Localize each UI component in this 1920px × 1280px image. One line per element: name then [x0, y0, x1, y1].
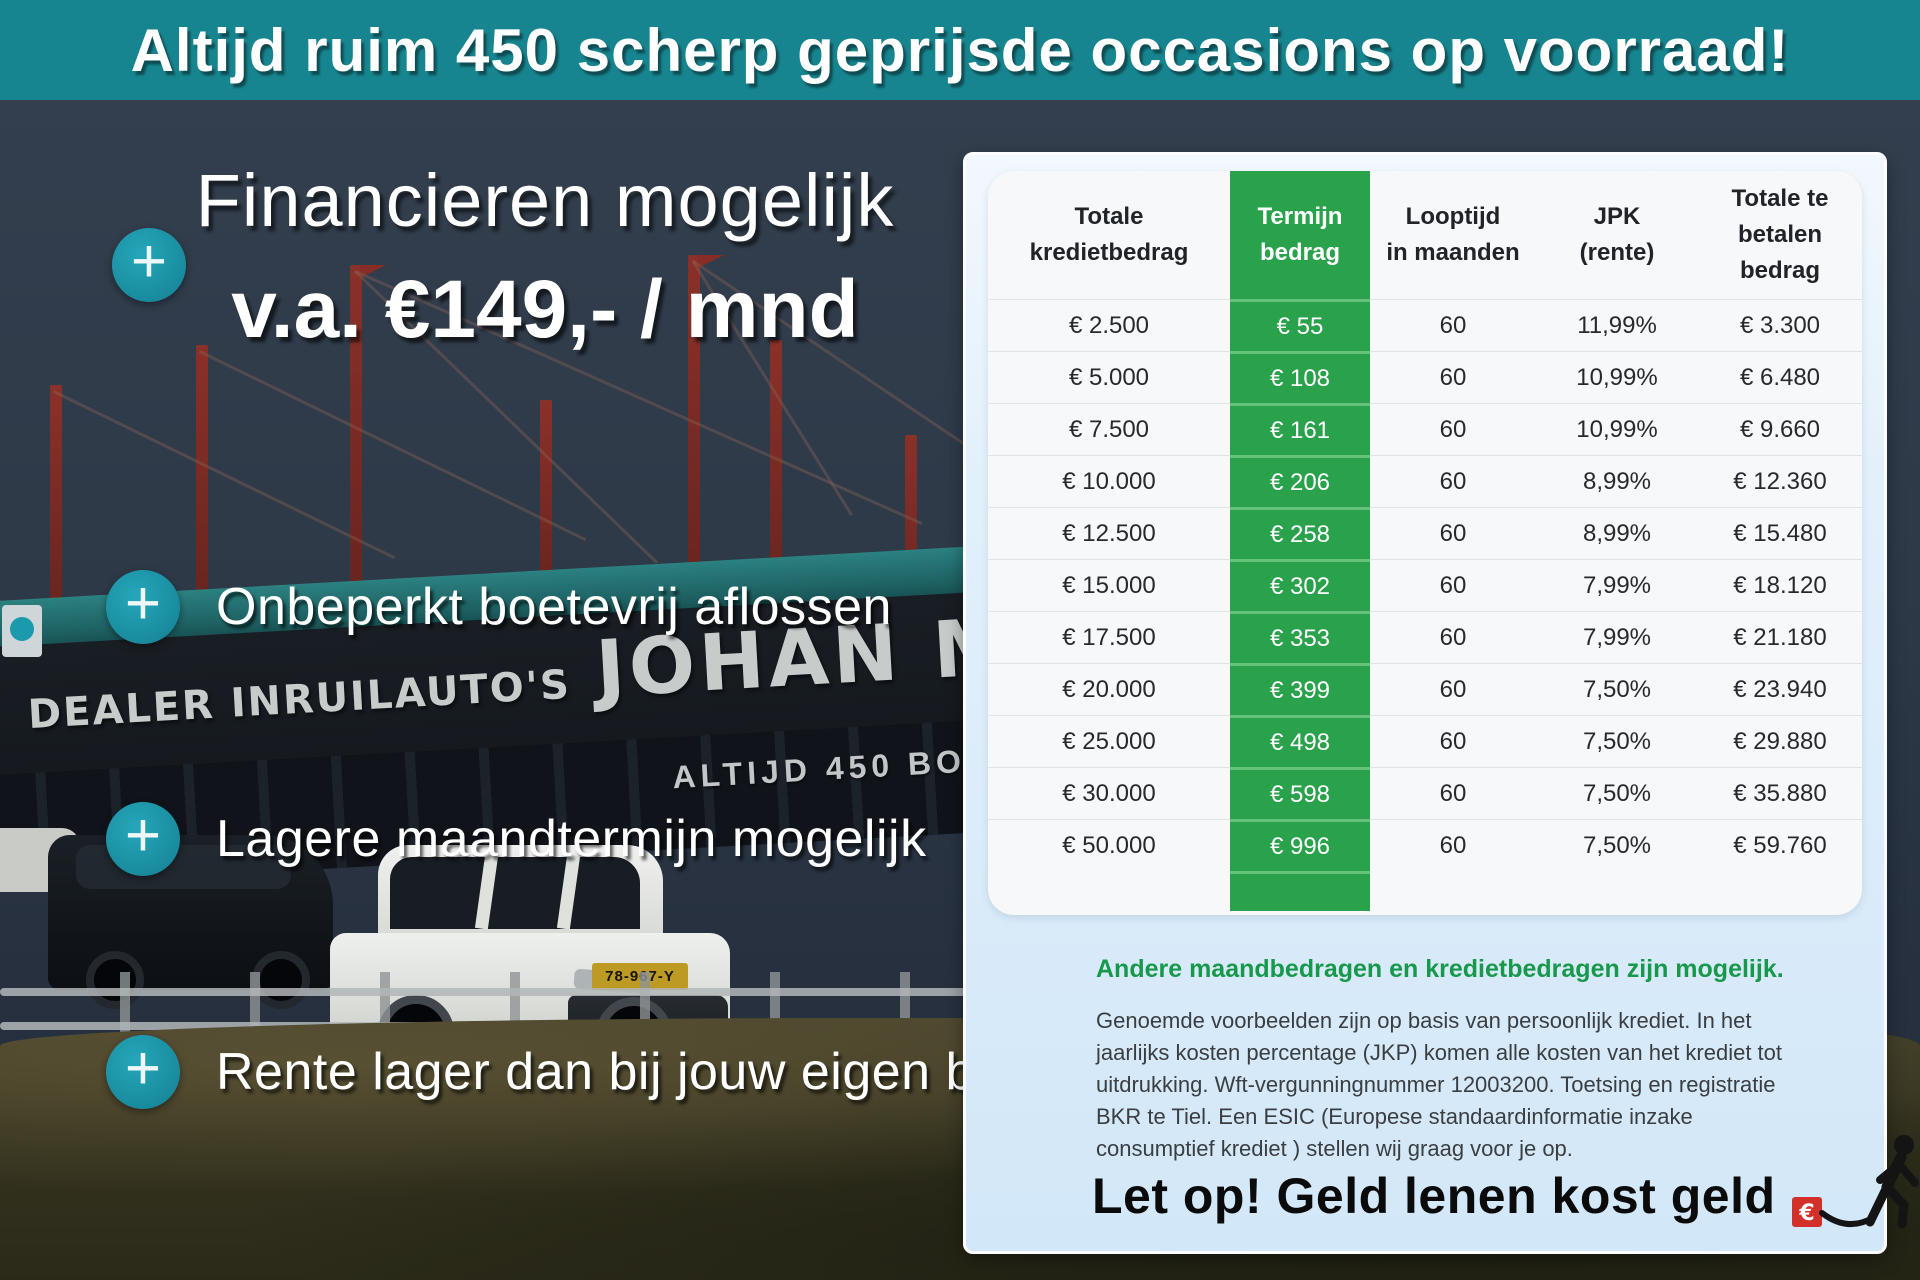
table-cell: € 598	[1230, 767, 1370, 819]
table-cell: € 996	[1230, 819, 1370, 871]
column-header-termijn: Termijn bedrag	[1230, 171, 1370, 299]
guardrail	[0, 988, 970, 996]
table-cell: € 3.300	[1698, 299, 1862, 351]
table-cell: € 15.480	[1698, 507, 1862, 559]
table-cell: 7,99%	[1536, 559, 1698, 611]
dealer-sign-prefix: DEALER INRUILAUTO'S	[26, 661, 573, 739]
table-cell: € 258	[1230, 507, 1370, 559]
svg-text:€: €	[1798, 1201, 1814, 1226]
top-banner: Altijd ruim 450 scherp geprijsde occasio…	[0, 0, 1920, 100]
table-cell: € 12.360	[1698, 455, 1862, 507]
table-cell: € 10.000	[988, 455, 1230, 507]
disclaimer-highlight: Andere maandbedragen en kredietbedragen …	[1096, 955, 1784, 983]
table-cell: € 20.000	[988, 663, 1230, 715]
column-header: Totale kredietbedrag	[1029, 203, 1189, 266]
bullet-text: Onbeperkt boetevrij aflossen	[216, 578, 892, 636]
table-cell: 60	[1370, 403, 1536, 455]
promo-bullet-1: + Onbeperkt boetevrij aflossen	[106, 570, 892, 644]
table-cell: € 21.180	[1698, 611, 1862, 663]
table-cell: 7,50%	[1536, 663, 1698, 715]
table-cell: 60	[1370, 351, 1536, 403]
red-mast	[350, 265, 362, 675]
column-header: Totale te betalen bedrag	[1731, 185, 1829, 284]
table-cell: € 23.940	[1698, 663, 1862, 715]
table-cell: € 6.480	[1698, 351, 1862, 403]
table-cell: 10,99%	[1536, 351, 1698, 403]
bullet-text: Lagere maandtermijn mogelijk	[216, 810, 927, 868]
mast-pennant	[360, 265, 386, 278]
promo-headline-block: Financieren mogelijk v.a. €149,- / mnd	[140, 158, 950, 357]
car-windows	[390, 857, 640, 929]
table-cell: 8,99%	[1536, 455, 1698, 507]
column-header: Looptijd in maanden	[1386, 203, 1520, 266]
table-cell: 7,99%	[1536, 611, 1698, 663]
credit-warning-text: Let op! Geld lenen kost geld	[1092, 1168, 1776, 1224]
table-cell: € 25.000	[988, 715, 1230, 767]
table-cell: 8,99%	[1536, 507, 1698, 559]
table-cell: 60	[1370, 715, 1536, 767]
plus-icon: +	[106, 570, 180, 644]
table-cell: € 108	[1230, 351, 1370, 403]
table-cell: € 7.500	[988, 403, 1230, 455]
table-cell: 60	[1370, 455, 1536, 507]
green-column-stub	[1230, 871, 1370, 911]
table-cell: 60	[1370, 819, 1536, 871]
table-cell: € 59.760	[1698, 819, 1862, 871]
table-cell: 10,99%	[1536, 403, 1698, 455]
plus-icon: +	[106, 802, 180, 876]
table-cell: € 161	[1230, 403, 1370, 455]
table-cell: € 15.000	[988, 559, 1230, 611]
table-cell: € 5.000	[988, 351, 1230, 403]
finance-table-card: Totale kredietbedrag Termijn bedrag Loop…	[988, 171, 1862, 915]
top-banner-text: Altijd ruim 450 scherp geprijsde occasio…	[130, 16, 1790, 84]
plus-icon: +	[112, 228, 186, 302]
disclaimer-body: Genoemde voorbeelden zijn op basis van p…	[1096, 1008, 1783, 1161]
table-cell: € 55	[1230, 299, 1370, 351]
table-cell: 7,50%	[1536, 767, 1698, 819]
table-cell: € 50.000	[988, 819, 1230, 871]
table-cell: € 12.500	[988, 507, 1230, 559]
promo-bullet-2: + Lagere maandtermijn mogelijk	[106, 802, 927, 876]
credit-warning: Let op! Geld lenen kost geld €	[1092, 1125, 1920, 1233]
table-cell: 60	[1370, 611, 1536, 663]
table-cell: 60	[1370, 767, 1536, 819]
table-cell: € 9.660	[1698, 403, 1862, 455]
promo-headline: Financieren mogelijk	[195, 159, 895, 242]
table-cell: € 353	[1230, 611, 1370, 663]
table-cell: € 35.880	[1698, 767, 1862, 819]
table-cell: 11,99%	[1536, 299, 1698, 351]
table-cell: € 206	[1230, 455, 1370, 507]
table-cell: € 498	[1230, 715, 1370, 767]
mast-pennant	[698, 255, 724, 268]
table-cell: 60	[1370, 507, 1536, 559]
mast-cable	[198, 350, 587, 542]
promo-bullet-3: + Rente lager dan bij jouw eigen bank	[106, 1035, 1060, 1109]
table-cell: 7,50%	[1536, 819, 1698, 871]
table-cell: € 2.500	[988, 299, 1230, 351]
column-header: JPK (rente)	[1579, 203, 1655, 266]
table-cell: 60	[1370, 559, 1536, 611]
table-cell: € 302	[1230, 559, 1370, 611]
table-cell: 7,50%	[1536, 715, 1698, 767]
bullet-text: Rente lager dan bij jouw eigen bank	[216, 1043, 1061, 1101]
finance-panel: Totale kredietbedrag Termijn bedrag Loop…	[963, 152, 1919, 1254]
mast-cable	[52, 390, 396, 560]
table-cell: 60	[1370, 663, 1536, 715]
table-cell: € 30.000	[988, 767, 1230, 819]
plus-icon: +	[106, 1035, 180, 1109]
table-cell: € 17.500	[988, 611, 1230, 663]
table-cell: 60	[1370, 299, 1536, 351]
table-cell: € 29.880	[1698, 715, 1862, 767]
table-cell: € 399	[1230, 663, 1370, 715]
dealer-logo	[2, 605, 42, 657]
finance-table-grid: Totale kredietbedrag Termijn bedrag Loop…	[988, 171, 1862, 911]
promo-price: v.a. €149,- / mnd	[231, 264, 859, 355]
table-cell: € 18.120	[1698, 559, 1862, 611]
geld-lenen-kost-geld-icon: €	[1791, 1135, 1919, 1229]
